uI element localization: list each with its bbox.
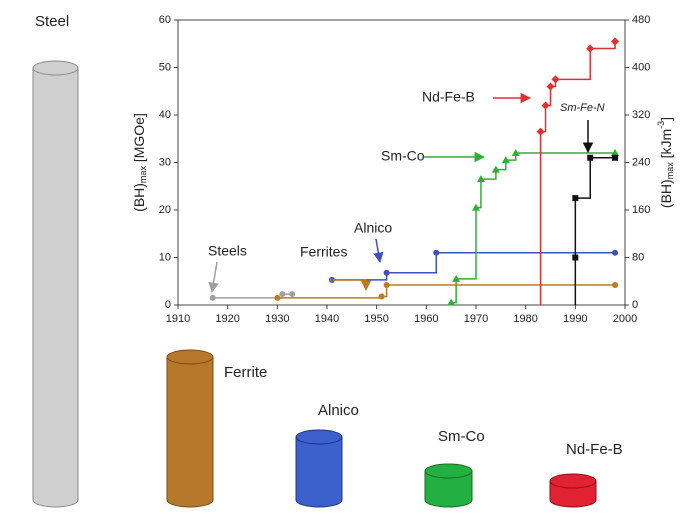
point <box>551 75 560 84</box>
step-line <box>277 284 616 299</box>
y2-tick-label: 80 <box>632 251 644 263</box>
cylinder-body <box>424 470 473 508</box>
magnet-label: Alnico <box>318 402 359 419</box>
y-tick-label: 30 <box>159 156 171 168</box>
point <box>472 203 480 211</box>
cylinders: Steel Ferrite Alnico Sm-Co Nd-Fe-B <box>32 13 623 508</box>
point <box>433 249 440 256</box>
x-tick-label: 2000 <box>613 313 637 325</box>
axis-label-part: (BH) <box>131 183 147 212</box>
y-tick-label: 40 <box>159 109 171 121</box>
series-label: Steels <box>208 243 247 259</box>
point <box>476 175 485 183</box>
y2-tick-label: 320 <box>632 109 650 121</box>
axis-label-part: max <box>665 162 675 180</box>
arrow <box>373 238 384 264</box>
y2-axis-label: (BH)max [kJm-3] <box>656 117 675 208</box>
x-tick-label: 1910 <box>166 313 190 325</box>
x-tick-label: 1970 <box>464 313 488 325</box>
point <box>383 269 390 276</box>
point <box>586 44 595 53</box>
axis-label-part: -3 <box>656 121 666 129</box>
x-tick-label: 1940 <box>315 313 339 325</box>
y2-tick-label: 0 <box>632 299 638 311</box>
point <box>612 249 619 256</box>
point <box>611 149 620 156</box>
series-label: Sm-Co <box>381 148 425 164</box>
point <box>611 37 620 46</box>
y-tick-label: 50 <box>159 61 171 73</box>
axis-label-part: [MGOe] <box>131 113 147 166</box>
axis-label-part: ] <box>658 117 674 121</box>
y2-tick-label: 400 <box>632 61 650 73</box>
arrow <box>208 261 219 294</box>
step-line <box>539 41 616 305</box>
axis-label-part: max <box>138 166 148 184</box>
series-label: Sm-Fe-N <box>560 102 605 114</box>
series-label: Alnico <box>354 220 392 236</box>
x-tick-label: 1950 <box>364 313 388 325</box>
point <box>279 291 286 298</box>
magnet-label: Ferrite <box>224 364 267 381</box>
x-tick-label: 1930 <box>265 313 289 325</box>
y-axis-label: (BH)max [MGOe] <box>131 113 149 212</box>
point <box>612 282 619 289</box>
point <box>612 154 619 161</box>
point <box>501 156 510 164</box>
point <box>541 101 550 110</box>
point <box>572 195 579 202</box>
point <box>289 291 296 298</box>
cylinder-top <box>32 60 79 76</box>
point <box>491 165 500 173</box>
arrow <box>330 279 372 292</box>
point <box>383 282 390 289</box>
plot: 1910 1920 1930 1940 1950 1960 1970 1980 1990 2000… <box>131 14 676 325</box>
y2-tick-label: 240 <box>632 156 650 168</box>
point <box>447 298 456 306</box>
point <box>511 149 520 156</box>
y-tick-label: 10 <box>159 251 171 263</box>
cylinder-body <box>295 436 343 508</box>
y2-tick-label: 160 <box>632 204 650 216</box>
y-tick-label: 20 <box>159 204 171 216</box>
point <box>378 293 385 300</box>
cylinder-body <box>166 356 214 508</box>
cylinder-top <box>424 463 473 479</box>
cylinder-body <box>32 67 79 508</box>
cylinder-top <box>295 429 343 445</box>
series-label: Ferrites <box>300 244 347 260</box>
point <box>209 294 216 301</box>
step-line <box>331 252 616 281</box>
y-tick-label: 60 <box>159 14 171 26</box>
x-tick-label: 1980 <box>513 313 537 325</box>
series-label: Nd-Fe-B <box>422 89 475 105</box>
cylinder-top <box>166 349 214 365</box>
point <box>452 274 461 282</box>
y-tick-label: 0 <box>165 299 171 311</box>
point <box>546 82 555 91</box>
point <box>572 254 579 261</box>
magnet-label: Nd-Fe-B <box>566 441 623 458</box>
x-tick-label: 1960 <box>414 313 438 325</box>
magnet-label: Steel <box>35 13 69 30</box>
cylinder-top <box>549 473 597 489</box>
magnet-label: Sm-Co <box>438 428 485 445</box>
y2-tick-label: 480 <box>632 14 650 26</box>
x-tick-label: 1920 <box>215 313 239 325</box>
step-line <box>451 152 616 304</box>
x-tick-label: 1990 <box>563 313 587 325</box>
step-line <box>574 157 616 305</box>
point <box>587 154 594 161</box>
axis-label-part: [kJm <box>658 129 674 162</box>
point <box>536 127 545 136</box>
axis-label-part: (BH) <box>658 179 674 208</box>
point <box>274 294 281 301</box>
